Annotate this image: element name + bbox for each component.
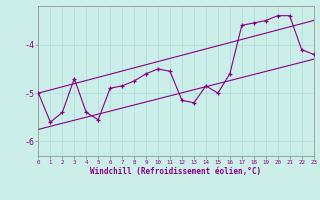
X-axis label: Windchill (Refroidissement éolien,°C): Windchill (Refroidissement éolien,°C) (91, 167, 261, 176)
